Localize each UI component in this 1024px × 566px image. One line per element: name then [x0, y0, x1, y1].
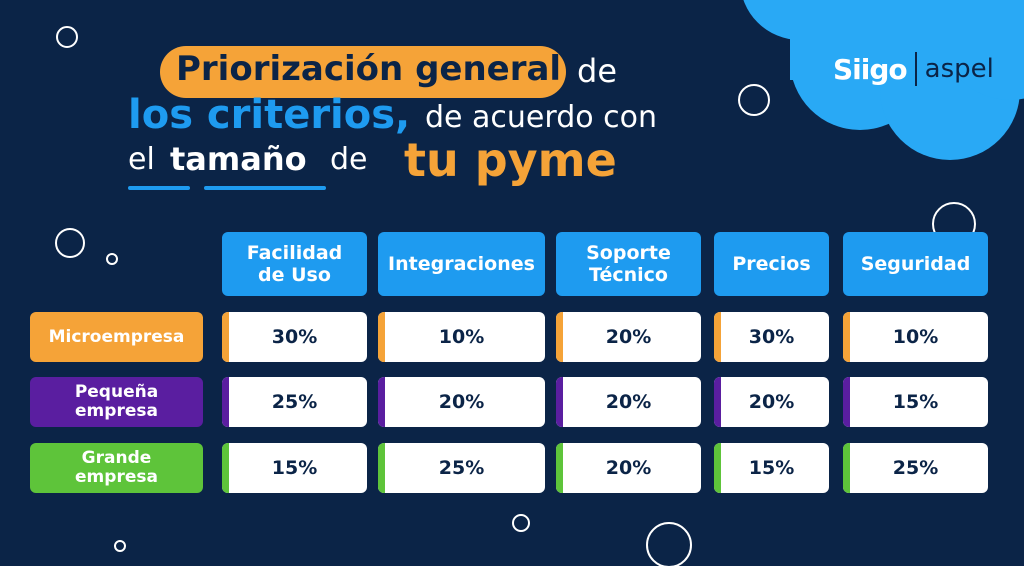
- title-highlight-pill: [160, 46, 566, 98]
- cell-value: 25%: [892, 457, 939, 479]
- row-color-marker: [222, 377, 229, 427]
- table-cell: 10%: [843, 312, 988, 362]
- title-line3-a: el: [128, 142, 155, 177]
- cell-value: 15%: [748, 457, 795, 479]
- row-color-marker: [222, 443, 229, 493]
- table-cell: 25%: [378, 443, 545, 493]
- cell-value: 20%: [605, 326, 652, 348]
- row-color-marker: [714, 312, 721, 362]
- title-underline: [204, 186, 326, 190]
- table-cell: 20%: [714, 377, 829, 427]
- bubble-decoration: [106, 253, 118, 265]
- table-cell: 15%: [714, 443, 829, 493]
- row-color-marker: [222, 312, 229, 362]
- row-color-marker: [556, 443, 563, 493]
- bubble-decoration: [646, 522, 692, 566]
- table-cell: 15%: [843, 377, 988, 427]
- row-color-marker: [378, 443, 385, 493]
- title-line2-rest: de acuerdo con: [425, 100, 657, 135]
- row-color-marker: [843, 377, 850, 427]
- row-header: Pequeña empresa: [30, 377, 203, 427]
- row-color-marker: [378, 377, 385, 427]
- table-cell: 25%: [843, 443, 988, 493]
- cell-value: 30%: [271, 326, 318, 348]
- cell-value: 20%: [438, 391, 485, 413]
- cell-value: 10%: [438, 326, 485, 348]
- row-color-marker: [714, 443, 721, 493]
- title-underline: [128, 186, 190, 190]
- bubble-decoration: [55, 228, 85, 258]
- column-header: Integraciones: [378, 232, 545, 296]
- cell-value: 25%: [438, 457, 485, 479]
- row-color-marker: [843, 312, 850, 362]
- table-cell: 20%: [556, 443, 701, 493]
- row-color-marker: [556, 312, 563, 362]
- cell-value: 20%: [748, 391, 795, 413]
- cell-value: 15%: [271, 457, 318, 479]
- column-header: Seguridad: [843, 232, 988, 296]
- column-header: Soporte Técnico: [556, 232, 701, 296]
- siigo-logo-text: Siigo: [833, 52, 908, 86]
- bubble-decoration: [738, 84, 770, 116]
- row-header: Microempresa: [30, 312, 203, 362]
- table-cell: 20%: [556, 312, 701, 362]
- bubble-decoration: [114, 540, 126, 552]
- row-header: Grande empresa: [30, 443, 203, 493]
- table-cell: 10%: [378, 312, 545, 362]
- cell-value: 30%: [748, 326, 795, 348]
- bubble-decoration: [56, 26, 78, 48]
- aspel-logo-text: aspel: [924, 54, 994, 84]
- title-line2-highlight: los criterios,: [128, 92, 411, 138]
- bubble-decoration: [512, 514, 530, 532]
- row-color-marker: [714, 377, 721, 427]
- title-line1-rest: de: [577, 52, 617, 90]
- cell-value: 25%: [271, 391, 318, 413]
- title-line3-c: de: [330, 142, 368, 177]
- cell-value: 10%: [892, 326, 939, 348]
- cell-value: 20%: [605, 391, 652, 413]
- table-cell: 25%: [222, 377, 367, 427]
- column-header: Precios: [714, 232, 829, 296]
- title-line3-b: tamaño: [170, 140, 307, 178]
- table-cell: 20%: [556, 377, 701, 427]
- column-header: Facilidad de Uso: [222, 232, 367, 296]
- title-line1-highlight: Priorización general: [176, 49, 562, 89]
- table-cell: 30%: [714, 312, 829, 362]
- row-color-marker: [843, 443, 850, 493]
- title-line3-highlight: tu pyme: [404, 133, 617, 187]
- logo-divider: [914, 52, 917, 86]
- table-cell: 20%: [378, 377, 545, 427]
- row-color-marker: [378, 312, 385, 362]
- brand-logo: Siigo aspel: [833, 52, 994, 86]
- cell-value: 20%: [605, 457, 652, 479]
- row-color-marker: [556, 377, 563, 427]
- cell-value: 15%: [892, 391, 939, 413]
- table-cell: 15%: [222, 443, 367, 493]
- table-cell: 30%: [222, 312, 367, 362]
